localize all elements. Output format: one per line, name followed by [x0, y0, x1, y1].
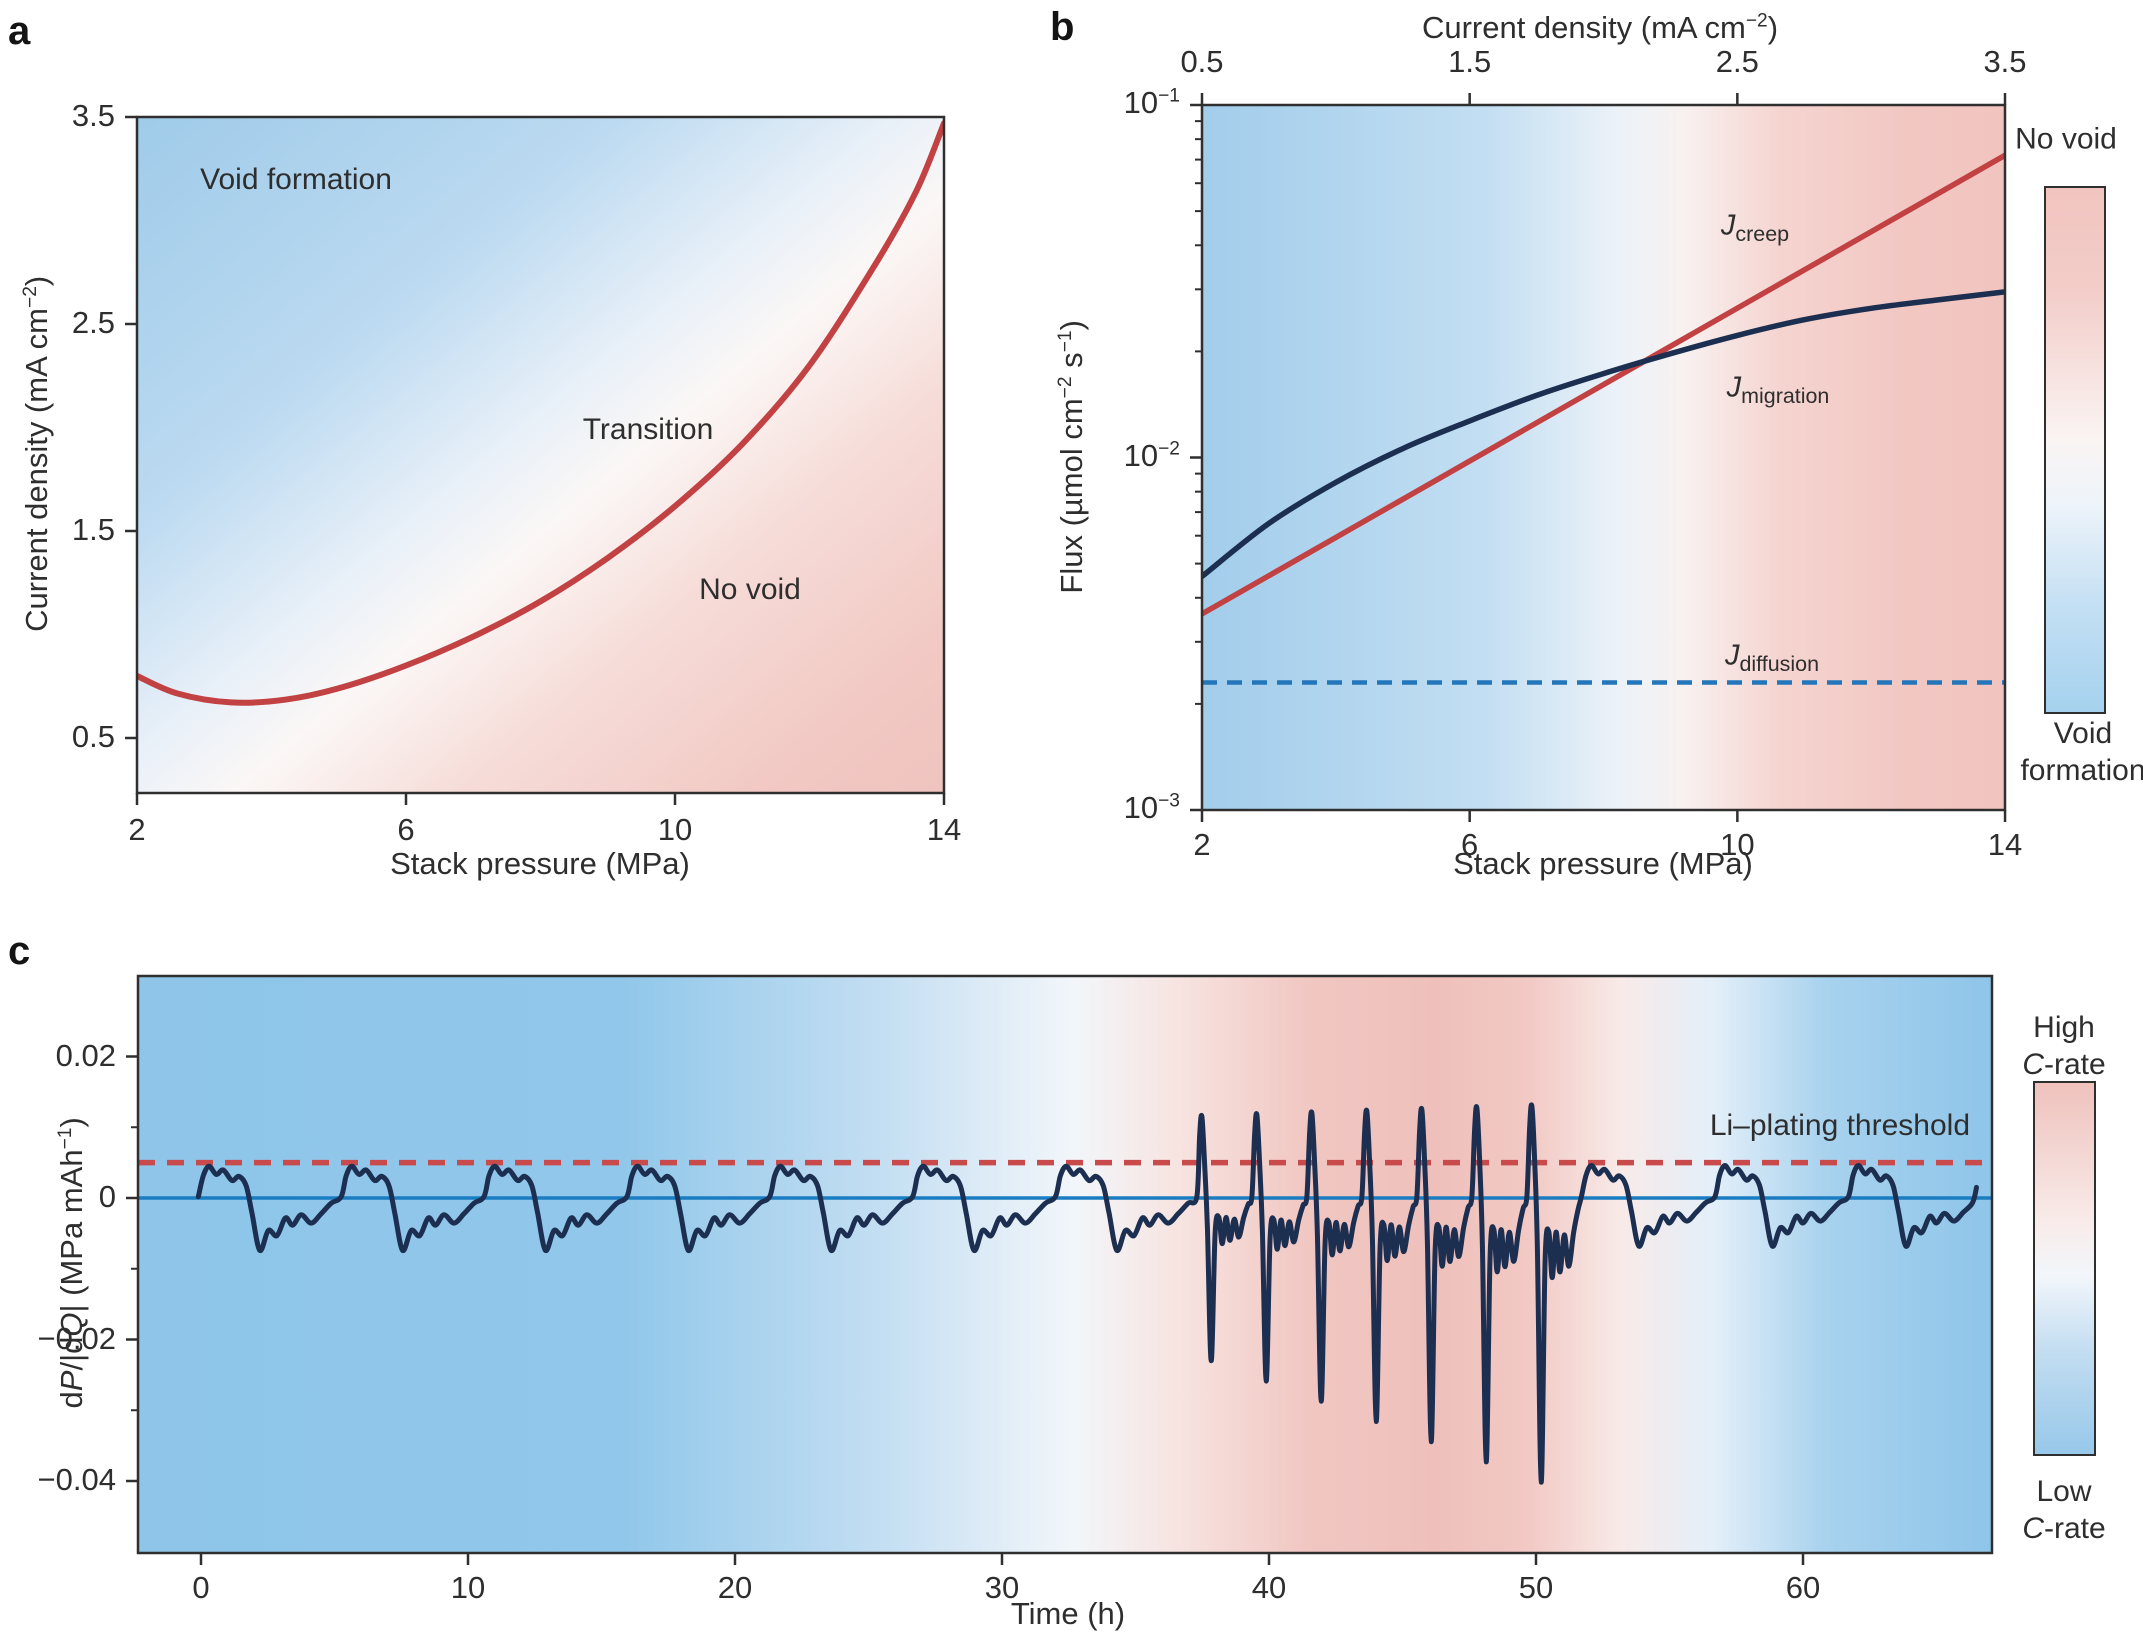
panel-a-background [137, 117, 944, 793]
panel-label-b: b [1050, 5, 1075, 49]
c-colorbar-bottom-line2: C-rate [2022, 1512, 2106, 1545]
c-y-axis-title: dP/|dQ| (MPa mAh−1) [54, 1117, 90, 1409]
c-colorbar-top-line2: C-rate [2022, 1048, 2106, 1081]
b-label-j-migration: Jmigration [1727, 371, 1830, 408]
void-boundary-curve [137, 120, 944, 706]
pressure-derivative-trace [195, 1102, 1979, 1485]
panel-c-border [136, 974, 1994, 1555]
c-colorbar-bottom-label: Low C-rate [2022, 1473, 2105, 1547]
j-subscript: diffusion [1739, 652, 1820, 677]
b-label-j-creep: Jcreep [1721, 209, 1789, 246]
b-y-axis-title: Flux (µmol cm−2 s−1) [1054, 320, 1090, 594]
b-colorbar-top-label: No void [2015, 122, 2117, 156]
j-symbol: J [1724, 639, 1740, 672]
c-colorbar-top-label: High C-rate [2022, 1009, 2105, 1083]
a-annotation-transition: Transition [582, 412, 714, 446]
c-colorbar-top-line1: High [2033, 1011, 2095, 1044]
panel-label-a: a [8, 9, 31, 53]
b-top-axis-title: Current density (mA cm−2) [1421, 10, 1779, 45]
panel-c-background [138, 976, 1992, 1553]
j-creep-line [1202, 152, 2005, 617]
j-migration-line [1202, 289, 2005, 580]
b-colorbar-bottom-line2: formation [2020, 754, 2143, 787]
c-threshold-label: Li–plating threshold [1709, 1109, 1970, 1142]
j-subscript: migration [1741, 384, 1830, 409]
a-annotation-void-formation: Void formation [200, 162, 392, 196]
j-subscript: creep [1735, 222, 1790, 247]
b-x-axis-title: Stack pressure (MPa) [1453, 846, 1753, 881]
b-label-j-diffusion: Jdiffusion [1725, 639, 1819, 676]
c-colorbar-bottom-line1: Low [2036, 1475, 2092, 1508]
c-x-axis-title: Time (h) [1010, 1596, 1126, 1631]
a-annotation-no-void: No void [699, 572, 801, 606]
void-colorbar [2044, 186, 2106, 714]
a-y-axis-title: Current density (mA cm−2) [19, 275, 55, 632]
axis-ticks [125, 93, 2007, 1565]
crate-colorbar [2033, 1081, 2096, 1456]
a-x-axis-title: Stack pressure (MPa) [390, 846, 690, 881]
panel-a-border [135, 115, 946, 795]
panel-b-background [1202, 105, 2005, 810]
j-symbol: J [1720, 209, 1736, 242]
panel-label-c: c [8, 929, 31, 973]
j-symbol: J [1726, 371, 1742, 404]
b-colorbar-bottom-line1: Void [2053, 717, 2113, 750]
b-colorbar-bottom-label: Void formation [2020, 715, 2143, 789]
